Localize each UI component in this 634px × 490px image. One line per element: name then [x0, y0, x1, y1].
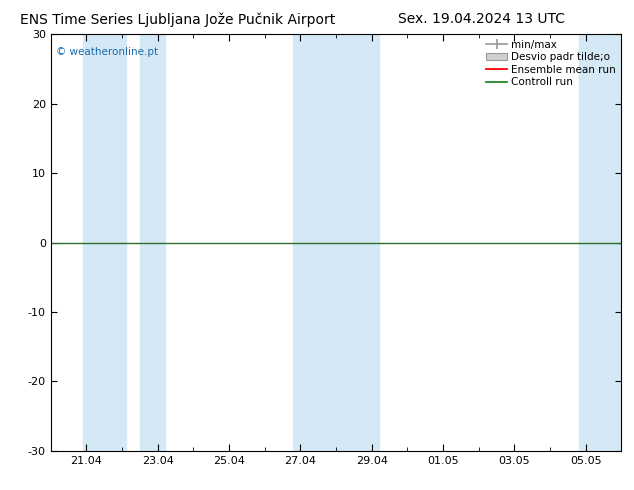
Text: Sex. 19.04.2024 13 UTC: Sex. 19.04.2024 13 UTC [398, 12, 566, 26]
Bar [578, 34, 621, 451]
Legend: min/max, Desvio padr tilde;o, Ensemble mean run, Controll run: min/max, Desvio padr tilde;o, Ensemble m… [484, 37, 618, 89]
Text: © weatheronline.pt: © weatheronline.pt [56, 47, 158, 57]
Text: ENS Time Series Ljubljana Jože Pučnik Airport: ENS Time Series Ljubljana Jože Pučnik Ai… [20, 12, 335, 27]
Bar [83, 34, 126, 451]
Bar [293, 34, 378, 451]
Bar [140, 34, 165, 451]
